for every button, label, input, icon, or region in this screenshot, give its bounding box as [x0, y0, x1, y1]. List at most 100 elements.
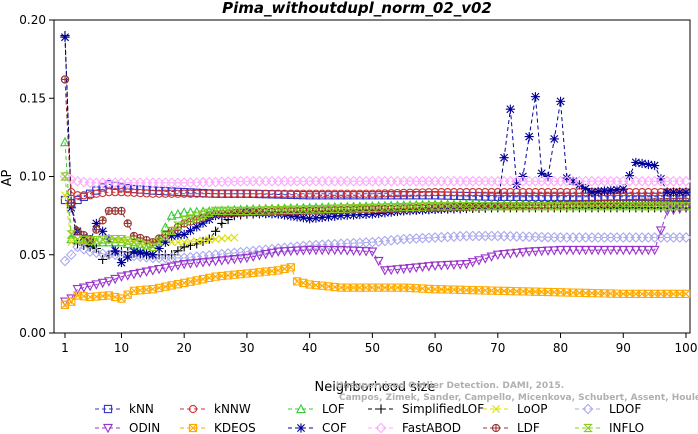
point-knnw-76	[537, 187, 546, 197]
point-knnw-69	[493, 187, 502, 197]
point-odin-79	[555, 245, 566, 256]
point-inflo-33	[267, 206, 277, 215]
point-inflo-93	[643, 202, 654, 211]
point-inflo-76	[536, 202, 547, 211]
point-knnw-61	[443, 187, 452, 197]
point-odin-24	[210, 256, 221, 267]
point-inflo-52	[386, 203, 397, 212]
point-inflo-97	[668, 202, 679, 211]
point-knnw-8	[111, 187, 120, 197]
point-odin-22	[197, 258, 209, 268]
point-odin-77	[542, 246, 554, 256]
point-inflo-91	[630, 202, 641, 211]
point-inflo-36	[285, 205, 296, 214]
point-lof-19	[179, 207, 190, 217]
point-loop-26	[224, 234, 233, 243]
point-knnw-28	[236, 189, 245, 198]
legend-label-cof: COF	[322, 421, 347, 434]
legend-marker-knnw	[188, 404, 198, 414]
watermark-line-1: Unsupervised Outlier Detection. DAMI, 20…	[336, 381, 564, 391]
point-cof-78	[549, 134, 559, 144]
point-inflo-70	[499, 202, 510, 211]
point-cof-16	[160, 237, 170, 247]
point-inflo-32	[260, 206, 271, 215]
legend-label-loop: LoOP	[517, 402, 548, 416]
point-odin-58	[423, 262, 434, 272]
point-odin-8	[110, 274, 121, 285]
legend-marker-cof	[296, 423, 306, 433]
point-odin-35	[279, 247, 290, 257]
point-odin-74	[524, 247, 535, 257]
point-loop-23	[205, 235, 214, 244]
point-cof-84	[587, 187, 597, 197]
legend-marker-inflo	[583, 423, 593, 433]
point-odin-27	[229, 254, 240, 265]
point-ldof-4	[84, 246, 96, 257]
point-odin-18	[172, 261, 183, 271]
point-knn-10	[123, 184, 132, 193]
point-inflo-78	[549, 202, 560, 211]
point-lof-17	[166, 210, 177, 220]
point-inflo-54	[398, 202, 409, 212]
x-tick-label-90: 90	[616, 341, 631, 355]
point-odin-40	[310, 245, 321, 256]
point-knnw-27	[230, 189, 239, 198]
point-inflo-29	[241, 206, 252, 216]
point-knnw-45	[343, 189, 352, 198]
point-cof-72	[512, 179, 522, 189]
point-odin-70	[499, 249, 510, 260]
point-inflo-7	[103, 234, 114, 244]
point-cof-70	[499, 153, 509, 163]
point-odin-90	[624, 245, 635, 256]
x-tick-label-30: 30	[239, 341, 254, 355]
point-knnw-7	[104, 187, 114, 197]
point-lof-20	[185, 206, 196, 217]
series-fastabod	[59, 171, 692, 189]
point-cof-91	[631, 157, 641, 168]
point-cof-13	[141, 249, 152, 259]
point-knnw-29	[242, 189, 252, 198]
point-knnw-14	[148, 189, 157, 198]
point-odin-95	[655, 226, 666, 236]
point-odin-84	[586, 245, 597, 256]
point-odin-10	[122, 271, 133, 281]
point-fastabod-3	[78, 176, 90, 188]
point-inflo-15	[154, 237, 165, 246]
point-knnw-63	[456, 187, 465, 197]
point-odin-41	[317, 245, 328, 256]
point-odin-81	[568, 245, 579, 256]
point-odin-46	[348, 246, 359, 256]
point-odin-89	[618, 245, 629, 256]
point-knnw-9	[117, 187, 126, 197]
point-cof-22	[198, 218, 208, 228]
point-inflo-55	[405, 202, 415, 212]
point-odin-91	[630, 245, 641, 256]
point-loop-18	[173, 238, 182, 247]
legend-label-ldf: LDF	[517, 421, 540, 434]
series-kdeos	[60, 263, 691, 309]
point-inflo-66	[474, 202, 484, 211]
point-fastabod-1	[65, 174, 77, 186]
point-inflo-80	[561, 202, 572, 211]
point-odin-1	[66, 294, 77, 304]
point-ldof-2	[72, 241, 83, 253]
point-odin-43	[329, 245, 340, 256]
point-inflo-45	[342, 204, 353, 213]
point-odin-14	[147, 266, 158, 276]
point-cof-14	[148, 250, 158, 260]
point-kdeos-99	[681, 289, 691, 299]
point-ldf-5	[92, 225, 101, 234]
point-knnw-94	[650, 187, 659, 197]
point-knnw-68	[487, 187, 496, 197]
point-odin-82	[574, 245, 585, 256]
point-inflo-8	[110, 234, 121, 244]
point-inflo-60	[436, 202, 447, 211]
point-odin-50	[373, 256, 384, 267]
point-odin-59	[430, 261, 441, 271]
point-odin-23	[204, 257, 215, 267]
point-inflo-47	[354, 203, 365, 213]
point-inflo-13	[141, 241, 152, 250]
point-odin-36	[285, 246, 296, 257]
point-knnw-15	[154, 189, 164, 198]
point-inflo-16	[160, 232, 171, 241]
